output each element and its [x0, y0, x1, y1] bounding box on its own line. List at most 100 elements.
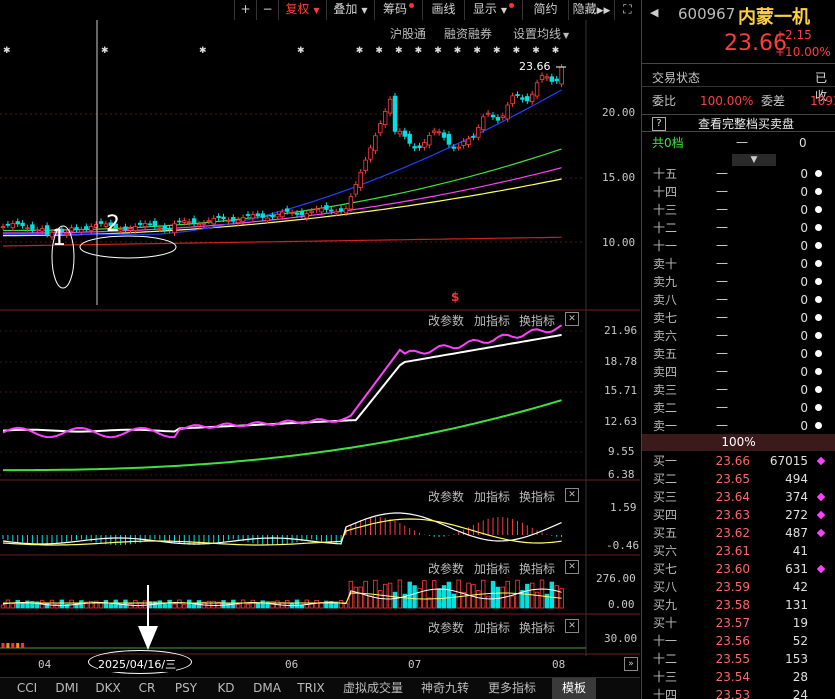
- tab-magic-nine[interactable]: 神奇九转: [420, 681, 469, 695]
- event-marker-icon: ✱: [297, 46, 305, 56]
- buy-level-row[interactable]: 买八 23.59 42: [642, 578, 835, 596]
- p5-bar: [16, 643, 20, 648]
- buy-level-row[interactable]: 买五 23.62 487: [642, 524, 835, 542]
- level-price: 一: [715, 185, 728, 199]
- switch-indicator-button[interactable]: 换指标: [519, 562, 556, 576]
- switch-indicator-button[interactable]: 换指标: [519, 314, 556, 328]
- sell-level-row[interactable]: 卖六 一 0: [642, 327, 835, 345]
- sell-level-row[interactable]: 卖四 一 0: [642, 363, 835, 381]
- level-name: 卖九: [653, 275, 678, 289]
- buy-level-row[interactable]: 买四 23.63 272: [642, 506, 835, 524]
- add-indicator-button[interactable]: 加指标: [474, 490, 511, 504]
- candle-body: [490, 114, 496, 118]
- close-icon[interactable]: ✕: [565, 488, 579, 502]
- buy-level-row[interactable]: 买三 23.64 374: [642, 488, 835, 506]
- change-params-button[interactable]: 改参数: [428, 562, 465, 576]
- volume-bar: [387, 582, 393, 609]
- buy-level-row[interactable]: 买十 23.57 19: [642, 614, 835, 632]
- event-marker-icon: ✱: [513, 46, 521, 56]
- add-indicator-button[interactable]: 加指标: [474, 562, 511, 576]
- sell-level-row[interactable]: 卖九 一 0: [642, 273, 835, 291]
- full-book-link[interactable]: 查看完整档买卖盘: [698, 117, 795, 131]
- zoom-in-button[interactable]: +: [234, 0, 256, 20]
- add-indicator-button[interactable]: 加指标: [474, 621, 511, 635]
- buy-level-row[interactable]: 买六 23.61 41: [642, 542, 835, 560]
- scroll-right-button[interactable]: »: [624, 657, 638, 671]
- change-params-button[interactable]: 改参数: [428, 314, 465, 328]
- chouma-button[interactable]: 筹码: [374, 0, 422, 20]
- level-name: 买九: [653, 598, 678, 612]
- ma-settings-link[interactable]: 设置均线 ▼: [513, 25, 569, 42]
- change-params-button[interactable]: 改参数: [428, 621, 465, 635]
- draw-line-button[interactable]: 画线: [422, 0, 464, 20]
- sell-level-row[interactable]: 十一 一 0: [642, 237, 835, 255]
- sell-level-row[interactable]: 卖十 一 0: [642, 255, 835, 273]
- p2-line-magenta: [2, 324, 563, 439]
- candle-body: [113, 223, 118, 229]
- kline-chart-area[interactable]: ✱ ✱ ✱ ✱ ✱ ✱ ✱ ✱ ✱ ✱ ✱ ✱ ✱ ✱ ✱ 沪股通 融资融券 设置均线 ▼ 20.00 15.…: [0, 20, 647, 674]
- level-volume: 0: [800, 401, 808, 415]
- zoom-out-button[interactable]: −: [256, 0, 278, 20]
- close-icon[interactable]: ✕: [565, 560, 579, 574]
- sell-level-row[interactable]: 卖八 一 0: [642, 291, 835, 309]
- sell-level-row[interactable]: 十二 一 0: [642, 219, 835, 237]
- close-icon[interactable]: ✕: [565, 619, 579, 633]
- switch-indicator-button[interactable]: 换指标: [519, 490, 556, 504]
- display-button[interactable]: 显示 ▼: [464, 0, 522, 20]
- candle-body: [348, 196, 354, 210]
- hide-button[interactable]: 隐藏▶▶: [568, 0, 614, 20]
- hugutong-link[interactable]: 沪股通: [390, 27, 427, 41]
- fullscreen-button[interactable]: ⛶: [614, 0, 640, 20]
- switch-indicator-button[interactable]: 换指标: [519, 621, 556, 635]
- level-volume: 0: [800, 419, 808, 433]
- margin-trading-link[interactable]: 融资融券: [444, 27, 493, 41]
- tab-trix[interactable]: TRIX: [297, 681, 325, 695]
- candle-body: [534, 82, 540, 97]
- full-book-row[interactable]: ? 查看完整档买卖盘: [642, 114, 835, 132]
- expand-chevron-icon[interactable]: ▼: [732, 154, 776, 166]
- buy-level-row[interactable]: 十四 23.53 24: [642, 686, 835, 699]
- fuquan-button[interactable]: 复权 ▼: [278, 0, 326, 20]
- kline-chart-svg[interactable]: ✱ ✱ ✱ ✱ ✱ ✱ ✱ ✱ ✱ ✱ ✱ ✱ ✱ ✱ ✱: [0, 20, 640, 656]
- buy-level-row[interactable]: 买二 23.65 494: [642, 470, 835, 488]
- add-indicator-button[interactable]: 加指标: [474, 314, 511, 328]
- sell-level-row[interactable]: 卖七 一 0: [642, 309, 835, 327]
- level-price: 一: [715, 365, 728, 379]
- tab-dkx[interactable]: DKX: [95, 681, 121, 695]
- simple-mode-button[interactable]: 简约: [522, 0, 568, 20]
- tab-virtual-volume[interactable]: 虚拟成交量: [342, 681, 403, 695]
- buy-level-row[interactable]: 买九 23.58 131: [642, 596, 835, 614]
- help-icon[interactable]: ?: [652, 117, 666, 131]
- sell-level-row[interactable]: 卖三 一 0: [642, 381, 835, 399]
- back-arrow-icon[interactable]: ◀: [650, 6, 659, 19]
- candle-body: [368, 147, 373, 160]
- sell-level-row[interactable]: 十五 一 0: [642, 165, 835, 183]
- tab-psy[interactable]: PSY: [174, 681, 198, 695]
- tab-dma[interactable]: DMA: [253, 681, 281, 695]
- sell-level-row[interactable]: 卖一 一 0: [642, 417, 835, 435]
- buy-level-row[interactable]: 十一 23.56 52: [642, 632, 835, 650]
- tab-kd[interactable]: KD: [217, 681, 235, 695]
- tab-dmi[interactable]: DMI: [55, 681, 79, 695]
- close-icon[interactable]: ✕: [565, 312, 579, 326]
- buy-level-row[interactable]: 十三 23.54 28: [642, 668, 835, 686]
- candle-body: [480, 116, 486, 131]
- level-price: 一: [715, 203, 728, 217]
- sell-level-row[interactable]: 卖五 一 0: [642, 345, 835, 363]
- buy-level-row[interactable]: 买七 23.60 631: [642, 560, 835, 578]
- level-price: 23.65: [715, 472, 750, 486]
- buy-level-row[interactable]: 买一 23.66 67015: [642, 452, 835, 470]
- tab-cci[interactable]: CCI: [16, 681, 38, 695]
- sell-level-row[interactable]: 卖二 一 0: [642, 399, 835, 417]
- sell-level-row[interactable]: 十四 一 0: [642, 183, 835, 201]
- volume-bar: [544, 593, 550, 609]
- change-params-button[interactable]: 改参数: [428, 490, 465, 504]
- sell-level-row[interactable]: 十三 一 0: [642, 201, 835, 219]
- price-change-pct: +10.00%: [775, 45, 831, 59]
- level-volume: 131: [785, 598, 808, 612]
- diejia-button[interactable]: 叠加 ▼: [326, 0, 374, 20]
- tab-more-indicators[interactable]: 更多指标: [487, 681, 536, 695]
- tab-template[interactable]: 模板: [552, 678, 596, 699]
- buy-level-row[interactable]: 十二 23.55 153: [642, 650, 835, 668]
- tab-cr[interactable]: CR: [138, 681, 156, 695]
